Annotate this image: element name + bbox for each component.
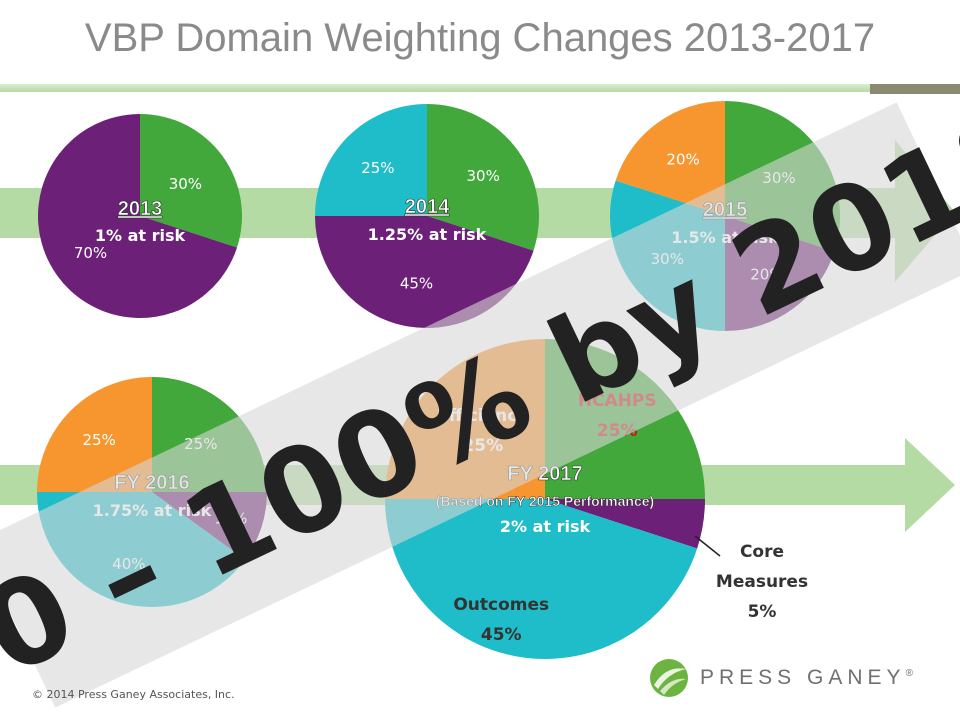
- pie-slice-purple: [315, 216, 534, 328]
- pie-slice-orange: [615, 101, 725, 216]
- pie-subtitle: 1.25% at risk: [368, 225, 487, 244]
- page-title: VBP Domain Weighting Changes 2013-2017: [84, 16, 876, 60]
- core-measures-label-line2: Measures: [716, 572, 808, 592]
- pie-slice-name: Outcomes: [453, 595, 549, 615]
- logo-registered-mark: ®: [905, 668, 913, 679]
- core-measures-label-line1: Core: [740, 542, 784, 562]
- title-divider: [0, 84, 960, 92]
- pie-slice-label: 70%: [74, 244, 107, 262]
- core-measures-leader-line: [694, 535, 721, 557]
- overlay-banner-background: [0, 102, 960, 708]
- pie-slice-label: 25%: [361, 159, 394, 177]
- pie-subtitle: 1% at risk: [95, 226, 186, 245]
- pie-slice-value: 45%: [481, 625, 522, 645]
- core-measures-label-line3: 5%: [748, 602, 777, 622]
- pie-slice-purple: [545, 499, 705, 549]
- pie-slice-label: 30%: [169, 175, 202, 193]
- pie-slice-teal: [385, 499, 698, 660]
- press-ganey-leaf-icon: [650, 659, 688, 697]
- pie-slice-label: 45%: [400, 274, 433, 292]
- pie-chart-1: 30% 45% 25% 2014 1.25% at risk: [315, 104, 539, 328]
- pie-slice-green: [140, 114, 242, 248]
- title-divider-accent: [870, 84, 960, 94]
- copyright-footer: © 2014 Press Ganey Associates, Inc.: [32, 688, 235, 701]
- pie-slice-orange: [37, 377, 152, 492]
- pie-title: 2014: [405, 196, 450, 218]
- pie-slice-green: [427, 104, 539, 251]
- pie-slice-purple: [38, 114, 238, 318]
- pie-slice-label: 30%: [467, 167, 500, 185]
- logo-text: PRESS GANEY: [700, 666, 906, 689]
- pie-chart-0: 30% 70% 2013 1% at risk: [38, 114, 242, 318]
- pie-slice-teal: [315, 104, 427, 216]
- pie-subtitle: 2% at risk: [500, 517, 591, 536]
- press-ganey-logo: PRESS GANEY ®: [648, 658, 913, 698]
- pie-slice-label: 20%: [666, 150, 699, 168]
- pie-slice-label: 25%: [82, 431, 115, 449]
- pie-title: 2013: [118, 198, 163, 220]
